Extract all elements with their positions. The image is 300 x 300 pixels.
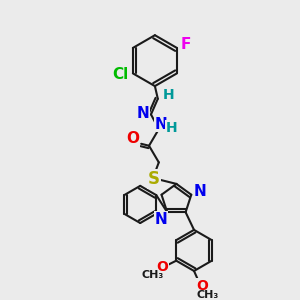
Text: H: H — [166, 121, 177, 135]
Text: H: H — [163, 88, 174, 102]
Text: Cl: Cl — [112, 67, 128, 82]
Text: O: O — [126, 131, 139, 146]
Text: N: N — [194, 184, 206, 199]
Text: O: O — [157, 260, 169, 274]
Text: N: N — [137, 106, 149, 121]
Text: CH₃: CH₃ — [142, 270, 164, 280]
Text: F: F — [181, 37, 191, 52]
Text: S: S — [148, 170, 160, 188]
Text: O: O — [196, 279, 208, 292]
Text: N: N — [155, 212, 168, 226]
Text: CH₃: CH₃ — [196, 290, 219, 300]
Text: N: N — [154, 117, 167, 132]
